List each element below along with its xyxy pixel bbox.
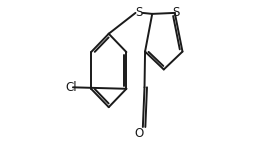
Text: Cl: Cl: [65, 81, 77, 94]
Text: S: S: [135, 6, 143, 19]
Text: S: S: [173, 6, 180, 19]
Text: O: O: [134, 127, 144, 140]
